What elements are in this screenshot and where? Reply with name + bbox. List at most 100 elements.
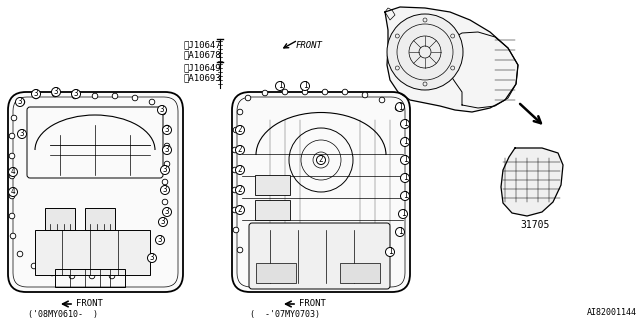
Circle shape [147,253,157,262]
Circle shape [387,14,463,90]
Text: 2: 2 [237,186,243,195]
Bar [256,263,296,283]
Circle shape [349,273,355,279]
Circle shape [149,99,155,105]
Circle shape [402,175,408,181]
Circle shape [147,255,153,261]
Circle shape [269,270,275,276]
Circle shape [89,273,95,279]
Circle shape [51,87,61,97]
Polygon shape [385,7,518,112]
Circle shape [232,187,238,193]
Circle shape [252,261,258,267]
Text: 3: 3 [54,87,58,97]
Circle shape [401,156,410,164]
Circle shape [159,218,168,227]
Circle shape [233,127,239,133]
Circle shape [49,270,55,276]
Text: 3: 3 [150,253,154,262]
Circle shape [232,207,238,213]
Circle shape [342,89,348,95]
Circle shape [31,263,36,269]
Polygon shape [501,148,563,216]
Circle shape [237,247,243,253]
Circle shape [31,90,40,99]
Circle shape [232,147,238,153]
Circle shape [10,233,16,239]
Text: FRONT: FRONT [76,300,103,308]
Circle shape [236,186,244,195]
Circle shape [387,249,393,255]
Bar [255,175,290,195]
Text: 1: 1 [403,156,407,164]
Circle shape [9,173,15,179]
Text: 2: 2 [237,125,243,134]
Circle shape [400,211,406,217]
Circle shape [401,191,410,201]
Circle shape [362,92,368,98]
Bar [340,263,380,283]
Circle shape [401,121,407,127]
Circle shape [164,143,170,149]
Circle shape [92,93,98,99]
Circle shape [161,165,170,174]
Text: FRONT: FRONT [299,300,326,308]
Circle shape [164,161,170,167]
Circle shape [17,130,26,139]
Bar [85,208,115,230]
Circle shape [17,251,23,257]
Circle shape [163,125,172,134]
Circle shape [233,227,239,233]
Circle shape [401,138,410,147]
Circle shape [369,265,375,271]
Circle shape [160,219,166,225]
Text: 1: 1 [388,247,392,257]
Text: ('08MY0610-  ): ('08MY0610- ) [28,309,98,318]
Circle shape [52,91,58,97]
Circle shape [301,82,310,91]
Text: 1: 1 [397,102,403,111]
Circle shape [317,156,326,164]
Circle shape [9,213,15,219]
Text: 3: 3 [161,218,165,227]
Circle shape [232,167,238,173]
Text: 3: 3 [163,165,167,174]
Circle shape [11,115,17,121]
Circle shape [302,89,308,95]
Text: 4: 4 [11,188,15,196]
Text: 3: 3 [18,98,22,107]
Circle shape [329,273,335,279]
Circle shape [162,199,168,205]
Circle shape [9,153,15,159]
Circle shape [309,273,315,279]
Circle shape [396,228,404,236]
Circle shape [275,82,285,91]
Text: 1: 1 [403,119,407,129]
Text: 3: 3 [163,186,167,195]
Circle shape [402,157,408,163]
Circle shape [72,90,81,99]
Text: 3: 3 [20,130,24,139]
Circle shape [8,188,17,196]
Text: 1: 1 [397,228,403,236]
Circle shape [9,133,15,139]
Text: 3: 3 [164,146,170,155]
Circle shape [161,186,170,195]
Circle shape [157,237,163,243]
Text: 3: 3 [157,236,163,244]
Circle shape [129,267,135,273]
Text: (  -'07MY0703): ( -'07MY0703) [250,309,320,318]
Bar [35,230,150,275]
Bar [45,208,75,230]
Circle shape [379,97,385,103]
Text: 1: 1 [403,173,407,182]
Circle shape [8,167,17,177]
Circle shape [112,93,118,99]
Circle shape [245,95,251,101]
Text: 1: 1 [278,82,282,91]
Text: AI82001144: AI82001144 [587,308,637,317]
Circle shape [163,146,172,155]
Text: 2: 2 [237,146,243,155]
Bar [255,200,290,220]
Circle shape [109,273,115,279]
